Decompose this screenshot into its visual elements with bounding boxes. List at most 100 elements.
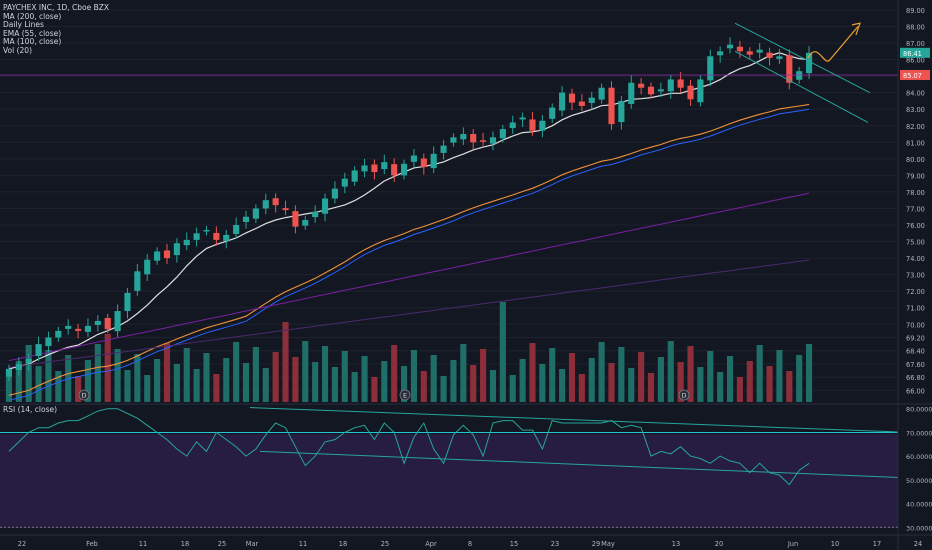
rsi-tick-label: 30.0000 — [906, 524, 932, 532]
legend-item[interactable]: Daily Lines — [3, 20, 44, 30]
date-tick-label: 23 — [551, 540, 559, 548]
volume-bar — [321, 346, 329, 402]
volume-bar — [134, 354, 141, 402]
candle-body — [114, 311, 121, 332]
candle-body — [480, 140, 487, 142]
price-tick-label: 73.00 — [906, 272, 925, 280]
volume-bar — [638, 352, 645, 402]
legend-item[interactable]: MA (200, close) — [3, 11, 62, 21]
volume-bars — [5, 302, 813, 402]
volume-bar — [371, 377, 378, 402]
event-marker — [78, 389, 90, 401]
volume-bar — [361, 356, 368, 402]
legend-item[interactable]: MA (100, close) — [3, 37, 62, 47]
legend-item[interactable]: Vol (20) — [3, 45, 33, 55]
volume-bar — [588, 358, 595, 402]
date-tick-label: 10 — [831, 540, 839, 548]
candle-body — [529, 119, 536, 131]
annotation-arrow — [807, 26, 859, 62]
ma-100-line — [8, 108, 810, 401]
candle-body — [736, 46, 743, 52]
candle-body — [341, 178, 348, 187]
event-marker — [399, 389, 411, 401]
candle-body — [173, 243, 180, 256]
event-marker — [678, 389, 690, 401]
candle-body — [657, 89, 664, 92]
volume-bar — [559, 369, 566, 402]
candle-body — [252, 208, 259, 219]
candle-body — [351, 170, 358, 182]
event-marker-label: E — [403, 392, 407, 400]
volume-bar — [608, 363, 615, 402]
rsi-pane — [0, 407, 899, 528]
volume-bar — [509, 375, 516, 402]
date-tick-label: Feb — [86, 540, 98, 548]
candle-body — [262, 200, 269, 209]
volume-bar — [45, 350, 52, 402]
candle-body — [559, 92, 566, 111]
candle-body — [203, 229, 210, 232]
date-tick-label: 18 — [339, 540, 347, 548]
price-tick-label: 87.00 — [906, 40, 925, 48]
rsi-band — [0, 434, 898, 528]
candles[interactable] — [5, 37, 813, 381]
volume-bar — [568, 353, 576, 402]
volume-bar — [578, 374, 585, 402]
candle-body — [687, 85, 694, 100]
candle-body — [292, 211, 299, 227]
volume-bar — [717, 372, 724, 402]
time-axis: 22 Feb 11 18 25 Mar 11 18 25 Apr 8 15 23 29 May 13 20 Jun… — [18, 540, 922, 548]
price-tick-label: 82.00 — [906, 123, 925, 131]
rsi-tick-label: 70.0000 — [906, 429, 932, 437]
candle-body — [371, 164, 378, 173]
candle-body — [193, 233, 200, 240]
candle-body — [410, 155, 418, 162]
rsi-trend-lower — [259, 450, 899, 478]
legend-item[interactable]: EMA (55, close) — [3, 28, 62, 38]
price-tick-label: 88.00 — [906, 24, 925, 32]
volume-bar — [647, 373, 655, 402]
price-tick-label: 86.00 — [906, 57, 925, 65]
volume-bar — [499, 302, 506, 402]
volume-bar — [598, 342, 605, 402]
candle-body — [618, 100, 625, 123]
price-tick-label: 71.00 — [906, 305, 925, 313]
candle-body — [35, 344, 42, 357]
candle-body — [450, 137, 457, 143]
candle-body — [15, 363, 22, 370]
volume-bar — [667, 341, 674, 402]
volume-bar — [124, 370, 131, 402]
rsi-tick-label: 40.0000 — [906, 501, 932, 509]
candle-body — [381, 162, 388, 170]
candle-body — [667, 79, 674, 92]
candle-body — [509, 122, 516, 129]
candle-body — [539, 120, 546, 131]
date-tick-label: 20 — [715, 540, 723, 548]
date-tick-label: 17 — [873, 540, 881, 548]
volume-bar — [529, 343, 536, 402]
volume-bar — [94, 344, 101, 402]
candle-body — [321, 198, 329, 214]
ma-white-line — [8, 52, 810, 370]
candle-body — [470, 134, 477, 143]
volume-bar — [480, 349, 487, 402]
date-tick-label: 25 — [218, 540, 226, 548]
price-tick-label: 67.60 — [906, 361, 925, 369]
date-tick-label: 22 — [18, 540, 26, 548]
candle-body — [5, 368, 13, 377]
candle-body — [233, 225, 240, 234]
price-tick-label: 89.00 — [906, 7, 925, 15]
candle-body — [647, 86, 655, 95]
volume-bar — [5, 377, 13, 402]
rsi-legend[interactable]: RSI (14, close) — [3, 405, 58, 414]
candle-body — [489, 137, 497, 144]
candle-body — [242, 216, 250, 223]
price-tick-label: 77.00 — [906, 205, 925, 213]
ma-long-line — [8, 259, 810, 368]
candle-body — [94, 320, 101, 325]
volume-bar — [144, 375, 151, 402]
price-tick-label: 66.00 — [906, 387, 925, 395]
arrow-head — [851, 22, 861, 35]
